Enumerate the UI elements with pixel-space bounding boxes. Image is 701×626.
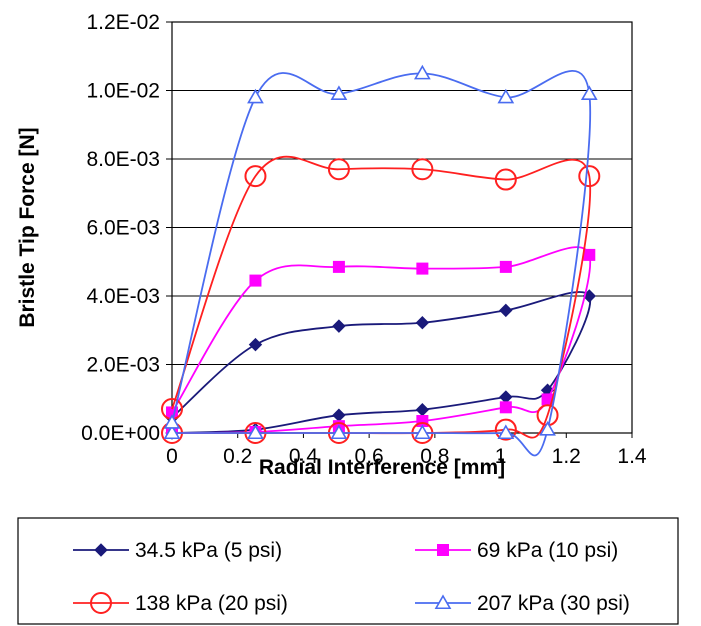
- series-4: [163, 64, 598, 457]
- y-tick-label: 1.0E-02: [86, 80, 160, 103]
- legend-box: [17, 517, 679, 625]
- y-tick-label: 4.0E-03: [86, 285, 160, 308]
- legend-item: 69 kPa (10 psi): [415, 539, 618, 562]
- data-point: [539, 420, 556, 436]
- data-point: [247, 88, 264, 104]
- data-point: [499, 260, 512, 273]
- data-point: [499, 303, 513, 318]
- legend-label: 69 kPa (10 psi): [477, 539, 618, 562]
- data-point: [330, 85, 348, 100]
- series-line: [171, 69, 592, 457]
- data-point: [583, 248, 596, 261]
- legend-marker: [437, 544, 449, 556]
- data-point: [330, 424, 348, 440]
- data-point: [332, 260, 345, 273]
- data-point: [248, 337, 263, 352]
- legend: 34.5 kPa (5 psi) 69 kPa (10 psi) 138 kPa (…: [17, 517, 679, 625]
- y-axis-ticks: 0.0E+00 2.0E-03 4.0E-03 6.0E-03 8.0E-03 1.0E-…: [81, 11, 172, 445]
- legend-label: 138 kPa (20 psi): [135, 592, 288, 615]
- data-point: [163, 414, 181, 429]
- x-tick-label: 0.8: [420, 445, 449, 468]
- legend-item: 34.5 kPa (5 psi): [73, 539, 282, 562]
- y-tick-label: 6.0E-03: [86, 217, 160, 240]
- legend-label: 34.5 kPa (5 psi): [135, 539, 282, 562]
- legend-label: 207 kPa (30 psi): [477, 592, 630, 615]
- legend-item: 207 kPa (30 psi): [415, 592, 630, 615]
- data-point: [244, 165, 267, 188]
- legend-item: 138 kPa (20 psi): [73, 592, 288, 615]
- x-tick-label: 1.2: [552, 445, 581, 468]
- data-point: [580, 85, 598, 100]
- x-tick-label: 1: [495, 445, 507, 468]
- legend-marker: [94, 543, 108, 557]
- data-point: [163, 424, 181, 440]
- data-point: [497, 88, 515, 104]
- legend-marker: [90, 592, 112, 614]
- data-point: [413, 64, 431, 80]
- legend-marker: [434, 594, 452, 610]
- y-tick-label: 1.2E-02: [86, 11, 160, 34]
- data-point: [327, 158, 350, 181]
- y-tick-label: 0.0E+00: [81, 422, 160, 445]
- data-point: [494, 168, 517, 191]
- y-tick-label: 2.0E-03: [86, 354, 160, 377]
- x-tick-label: 1.4: [617, 445, 647, 468]
- x-tick-label: 0.2: [223, 445, 252, 468]
- x-tick-label: 0: [166, 445, 178, 468]
- x-tick-label: 0.6: [355, 445, 384, 468]
- data-point: [413, 424, 431, 440]
- data-point: [332, 319, 346, 333]
- data-point: [494, 418, 517, 441]
- y-tick-label: 8.0E-03: [86, 148, 160, 171]
- data-point: [249, 274, 262, 287]
- data-point: [497, 424, 515, 440]
- data-point: [416, 262, 429, 275]
- data-point: [247, 424, 264, 440]
- series-layer: [161, 64, 601, 457]
- data-point: [499, 401, 512, 414]
- x-axis-title: Radial Interference [mm]: [259, 456, 505, 479]
- y-axis-title: Bristle Tip Force [N]: [16, 127, 39, 327]
- x-tick-label: 0.4: [289, 445, 319, 468]
- series-line: [171, 291, 592, 434]
- data-point: [411, 158, 434, 181]
- data-point: [578, 165, 601, 188]
- data-point: [415, 316, 430, 330]
- x-axis-ticks: 0 0.2 0.4 0.6 0.8 1 1.2 1.4: [166, 433, 647, 468]
